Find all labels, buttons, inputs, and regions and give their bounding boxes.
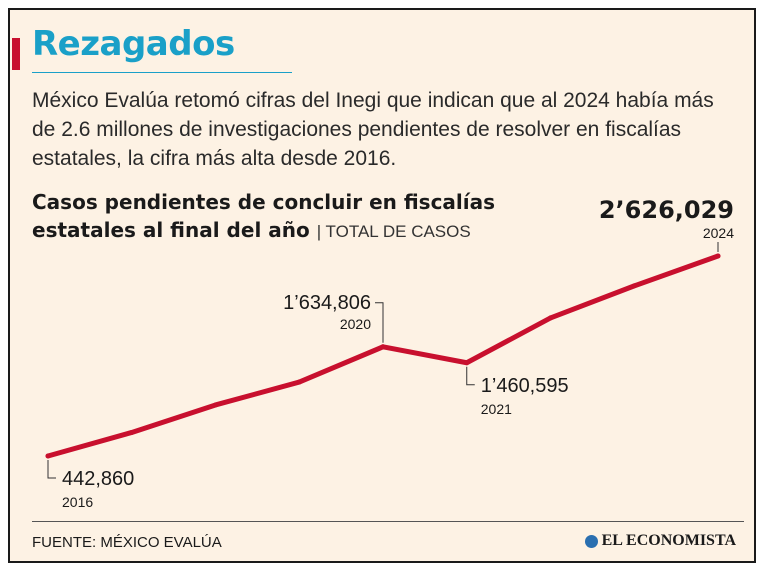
value-label-2021: 1’460,595 xyxy=(481,375,569,397)
footer-divider xyxy=(32,521,744,522)
brand-logo: EL ECONOMISTA xyxy=(584,532,736,550)
data-point-2018 xyxy=(213,402,218,408)
page-title: Rezagados xyxy=(32,24,235,64)
chart-title: Casos pendientes de concluir en fiscalía… xyxy=(32,188,592,246)
leader-2016 xyxy=(47,460,56,479)
data-point-2021 xyxy=(464,360,470,366)
data-point-2016 xyxy=(45,453,51,459)
title-underline xyxy=(32,72,292,73)
data-point-2024 xyxy=(715,253,721,259)
intro-text: México Evalúa retomó cifras del Inegi qu… xyxy=(32,89,714,170)
data-point-2019 xyxy=(296,379,302,385)
leader-2021 xyxy=(466,366,475,386)
globe-icon xyxy=(584,534,598,548)
title-accent-bar xyxy=(12,38,20,70)
data-point-2017 xyxy=(129,429,135,435)
leader-2020 xyxy=(375,302,384,343)
data-point-2020 xyxy=(380,344,386,350)
value-label-2016: 442,860 xyxy=(62,468,134,490)
chart-subtitle-separator: | xyxy=(316,222,326,241)
brand-name: EL ECONOMISTA xyxy=(601,532,736,549)
data-point-2023 xyxy=(631,283,637,289)
data-point-2022 xyxy=(548,315,553,321)
chart-subtitle: TOTAL DE CASOS xyxy=(325,222,471,241)
series-line xyxy=(45,253,721,459)
year-label-2021: 2021 xyxy=(481,401,512,417)
chart-title-text: Casos pendientes de concluir en fiscalía… xyxy=(32,190,496,242)
source-note: FUENTE: MÉXICO EVALÚA xyxy=(32,534,222,551)
year-label-2024: 2024 xyxy=(703,225,734,241)
value-label-2020: 1’634,806 xyxy=(283,292,371,314)
year-label-2020: 2020 xyxy=(340,316,371,332)
value-label-2024: 2’626,029 xyxy=(599,196,734,224)
year-label-2016: 2016 xyxy=(62,494,93,510)
